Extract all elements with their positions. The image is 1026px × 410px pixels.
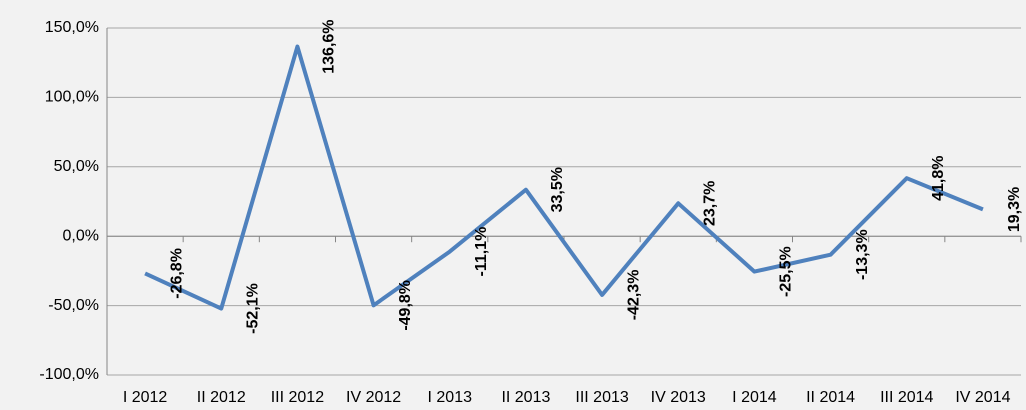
data-label: -42,3% [625,270,642,321]
data-label: 136,6% [321,19,338,73]
x-tick-label: II 2014 [806,389,855,406]
data-label: -11,1% [473,227,490,277]
x-tick-label: I 2012 [123,389,168,406]
x-tick-label: IV 2012 [346,389,401,406]
y-tick-label: 0,0% [63,227,99,244]
y-tick-label: -50,0% [48,297,99,314]
x-tick-label: IV 2013 [651,389,706,406]
data-label: 33,5% [549,167,566,212]
x-tick-label: II 2013 [501,389,550,406]
data-label: 23,7% [701,181,718,226]
y-tick-label: 150,0% [45,19,99,36]
data-line [144,44,984,311]
x-tick-label: II 2012 [197,389,246,406]
x-tick-label: III 2014 [880,389,933,406]
data-label: -52,1% [244,283,261,334]
y-tick-label: 100,0% [45,89,99,106]
data-label: -26,8% [168,248,185,299]
x-tick-label: IV 2014 [955,389,1010,406]
data-label: -49,8% [397,280,414,331]
data-label: -25,5% [778,246,795,297]
data-label: -13,3% [854,229,871,280]
data-label: 19,3% [1006,187,1023,232]
x-tick-label: I 2013 [428,389,473,406]
y-tick-label: -100,0% [39,366,99,383]
y-tick-label: 50,0% [54,158,99,175]
x-tick-label: I 2014 [732,389,777,406]
x-tick-label: III 2013 [575,389,628,406]
x-tick-label: III 2012 [271,389,324,406]
data-label: 41,8% [930,155,947,200]
